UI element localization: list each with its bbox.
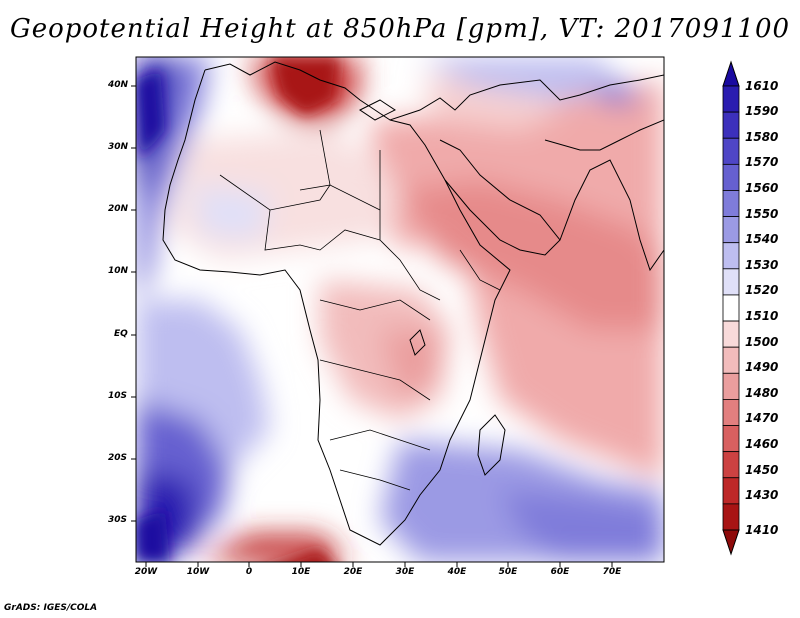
lat-label-40n: 40N	[108, 80, 129, 90]
lat-label-30n: 30N	[108, 142, 129, 152]
lon-label-20e: 20E	[343, 567, 363, 577]
lat-label-20s: 20S	[108, 453, 128, 463]
coastlines	[162, 61, 664, 546]
colorbar-label-1560: 1560	[745, 181, 779, 195]
colorbar-bottom-arrow	[722, 529, 740, 556]
colorbar-label-1470: 1470	[745, 411, 779, 425]
country-borders	[219, 129, 501, 491]
colorbar-swatch	[722, 111, 740, 139]
lon-label-70e: 70E	[602, 567, 622, 577]
colorbar-label-1460: 1460	[745, 437, 779, 451]
colorbar-label-1450: 1450	[745, 463, 779, 477]
colorbar-label-1520: 1520	[745, 283, 779, 297]
lon-label-60e: 60E	[550, 567, 570, 577]
colorbar-label-1480: 1480	[745, 386, 779, 400]
colorbar-swatch	[722, 294, 740, 322]
colorbar-label-1490: 1490	[745, 360, 779, 374]
grads-credit: GrADS: IGES/COLA	[4, 603, 98, 613]
colorbar-swatch	[722, 399, 740, 426]
colorbar-label-1540: 1540	[745, 232, 779, 246]
colorbar-swatch	[722, 346, 740, 374]
lon-label-10w: 10W	[186, 567, 210, 577]
colorbar-swatch	[722, 216, 740, 244]
lon-label-20w: 20W	[134, 567, 158, 577]
map-title: Geopotential Height at 850hPa [gpm], VT:…	[9, 14, 791, 44]
lat-label-10s: 10S	[108, 391, 128, 401]
lat-label-30s: 30S	[108, 515, 128, 525]
colorbar-label-1550: 1550	[745, 207, 779, 221]
colorbar-swatch	[722, 477, 740, 505]
colorbar-label-1570: 1570	[745, 155, 779, 169]
lon-label-0: 0	[245, 567, 253, 577]
lon-label-10e: 10E	[291, 567, 311, 577]
colorbar-label-1530: 1530	[745, 258, 779, 272]
colorbar-swatch	[722, 451, 740, 479]
colorbar-swatch	[722, 372, 740, 400]
height-field-shading	[136, 57, 664, 562]
colorbar-swatch	[722, 503, 740, 531]
axis-ticks	[131, 85, 613, 567]
colorbar-top-arrow	[722, 60, 740, 87]
lat-label-eq: EQ	[114, 329, 128, 339]
lon-label-30e: 30E	[395, 567, 415, 577]
colorbar-label-1410: 1410	[745, 523, 779, 537]
map-frame	[135, 56, 665, 563]
colorbar-swatches	[722, 85, 740, 531]
lat-label-10n: 10N	[108, 266, 129, 276]
colorbar-swatch	[722, 268, 740, 296]
colorbar-label-1430: 1430	[745, 488, 779, 502]
colorbar-label-1500: 1500	[745, 335, 779, 349]
colorbar-swatch	[722, 190, 740, 217]
colorbar-label-1590: 1590	[745, 104, 779, 118]
colorbar-swatch	[722, 320, 740, 348]
lat-label-20n: 20N	[108, 204, 129, 214]
colorbar-label-1510: 1510	[745, 309, 779, 323]
lon-label-50e: 50E	[498, 567, 518, 577]
colorbar-swatch	[722, 163, 740, 191]
colorbar-swatch	[722, 137, 740, 165]
colorbar-swatch	[722, 242, 740, 270]
colorbar-swatch	[722, 85, 740, 113]
lon-label-40e: 40E	[447, 567, 467, 577]
colorbar	[722, 60, 740, 556]
colorbar-swatch	[722, 425, 740, 453]
colorbar-label-1580: 1580	[745, 130, 779, 144]
colorbar-label-1610: 1610	[745, 79, 779, 93]
